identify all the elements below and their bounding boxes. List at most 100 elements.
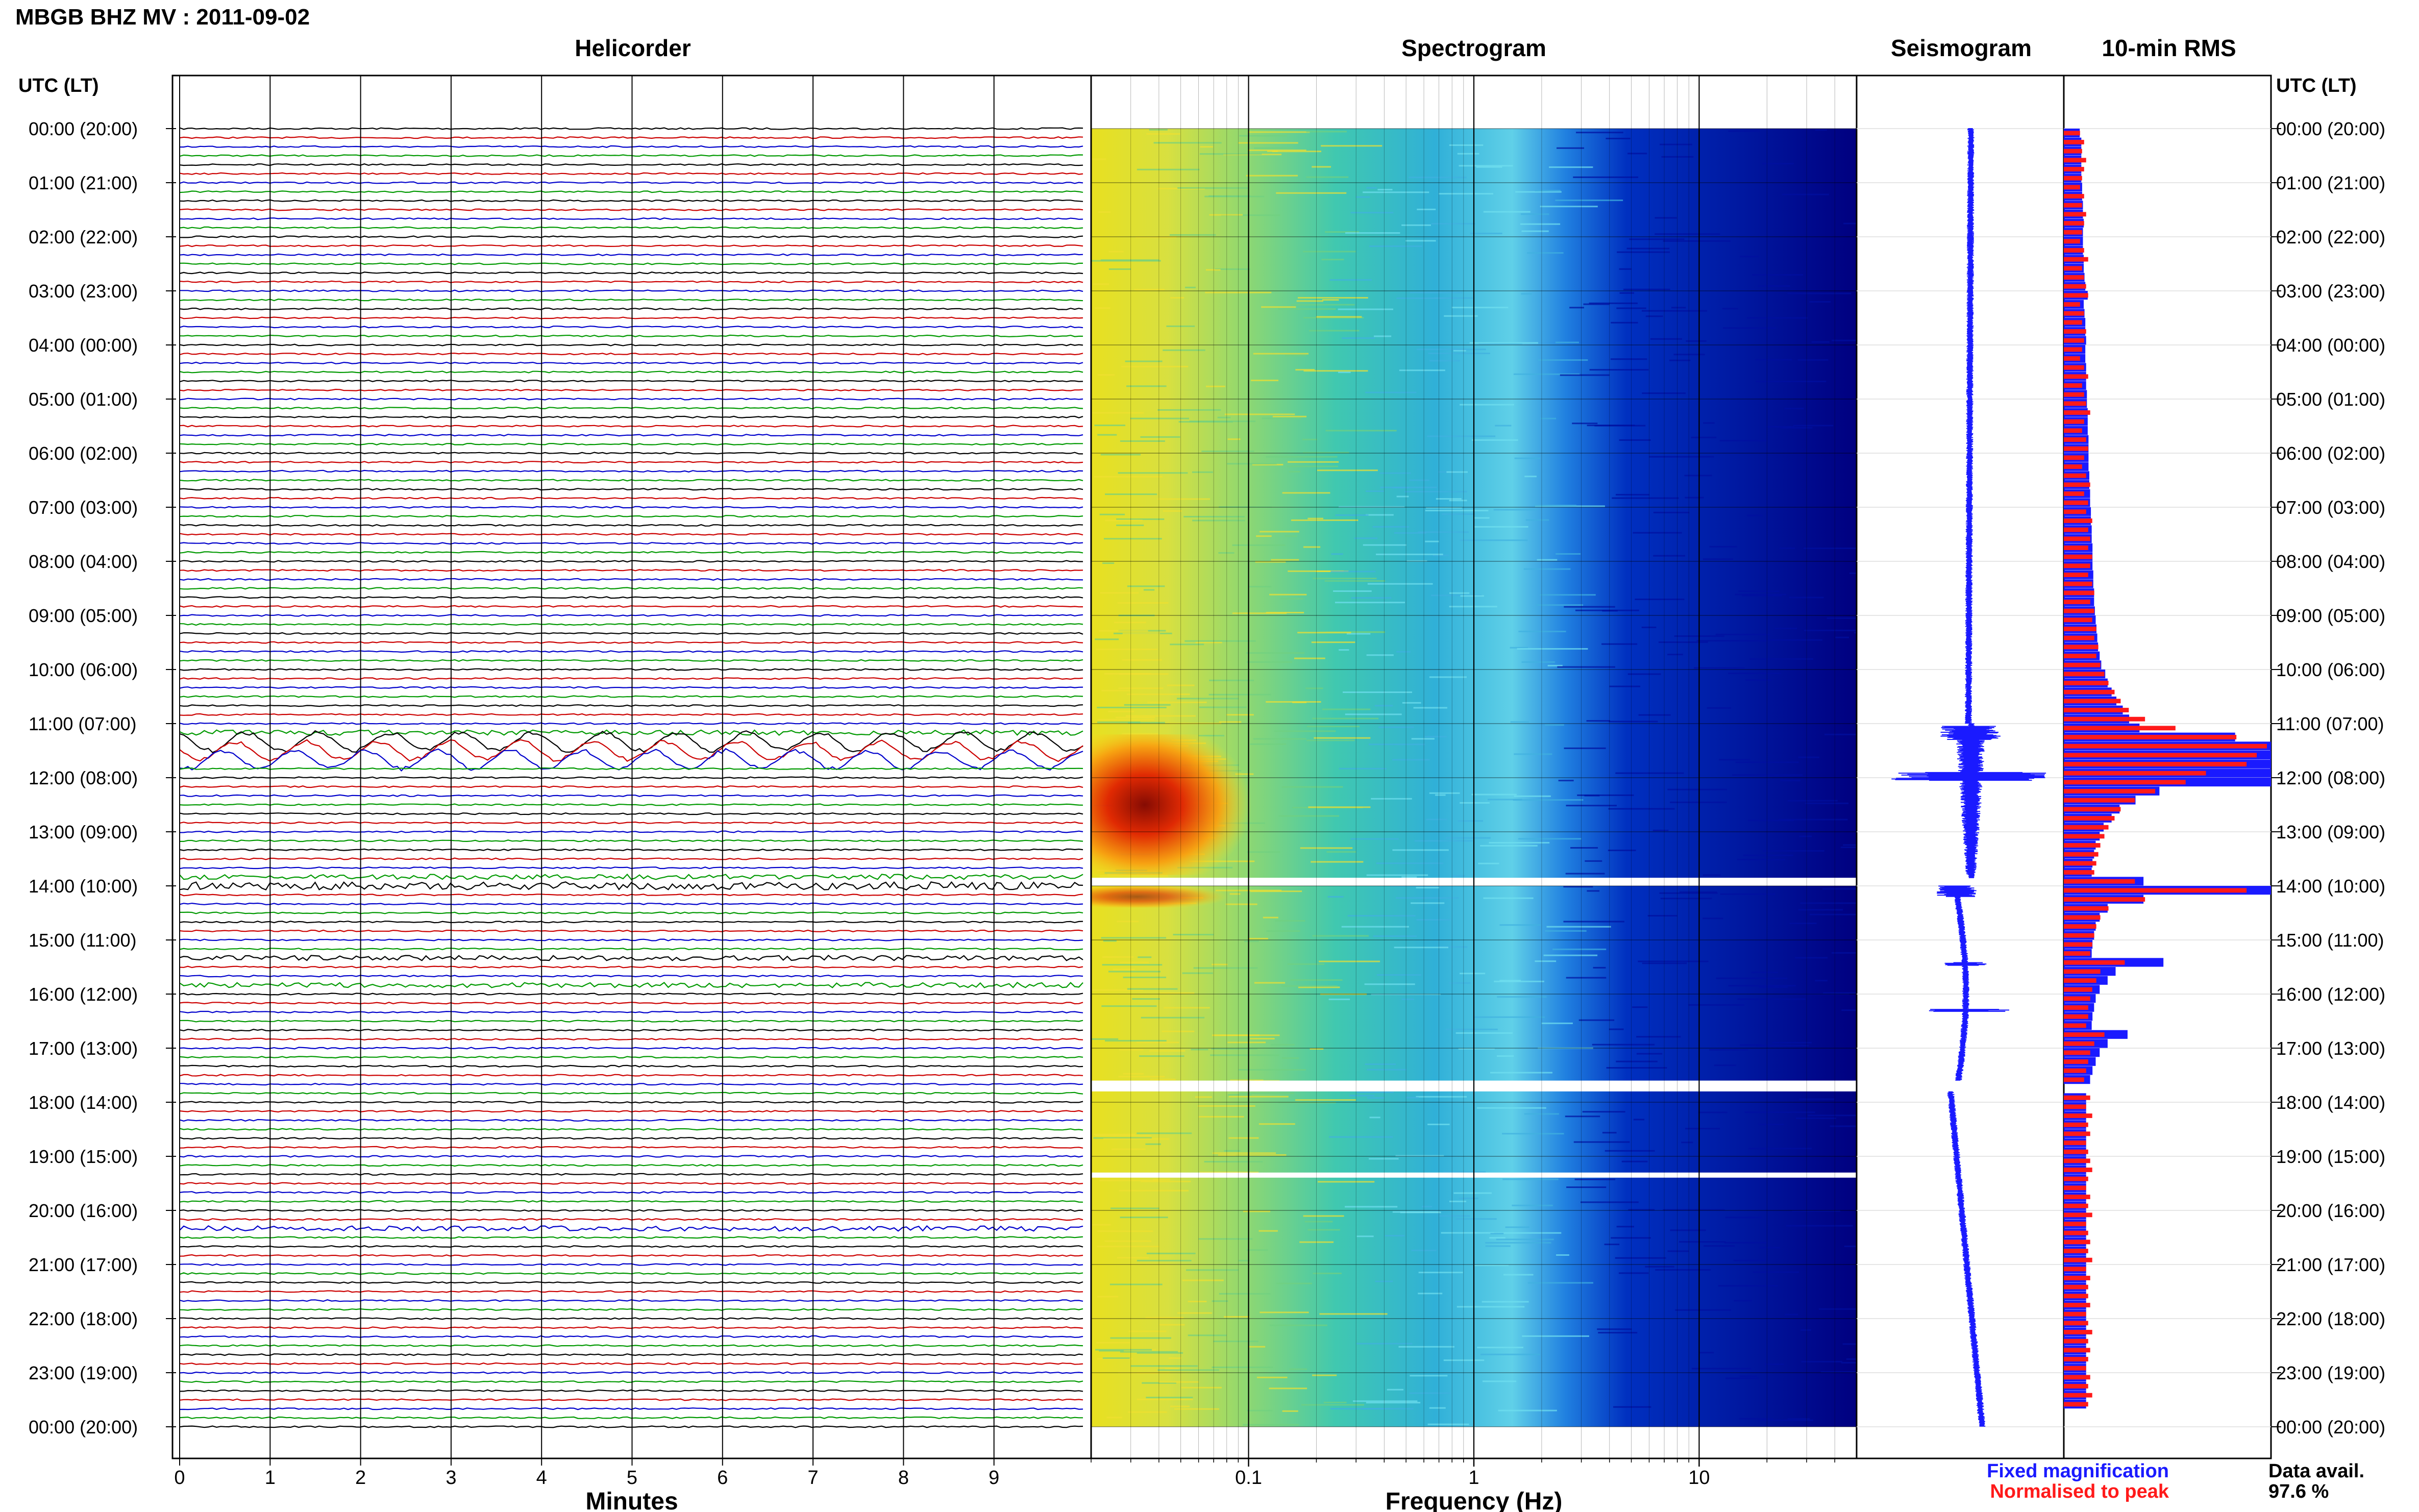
spectrogram-streak (1728, 985, 1796, 987)
spectrogram-streak (1325, 231, 1360, 233)
spectrogram-streak (1514, 795, 1551, 797)
spectrogram-streak (1145, 1317, 1184, 1319)
spectrogram-streak (1116, 716, 1155, 718)
spectrogram-streak (1333, 590, 1372, 592)
helicorder-trace (179, 1371, 1083, 1374)
rms-bar-normalised (2064, 1203, 2088, 1208)
spectrogram-streak (1369, 1158, 1399, 1160)
spectrogram-streak (1269, 1387, 1307, 1390)
spectrogram-streak (1285, 355, 1306, 357)
spectrogram-streak (1197, 1105, 1255, 1107)
spectrogram-streak (1303, 317, 1364, 319)
rms-bar-normalised (2064, 825, 2109, 830)
spectrogram-streak (1291, 304, 1355, 306)
spectrogram-streak (1685, 497, 1704, 499)
spectrogram-streak (1250, 890, 1302, 893)
helicorder-trace (179, 1389, 1083, 1392)
helicorder-trace (179, 235, 1083, 238)
spectrogram-streak (1619, 268, 1632, 270)
spectrogram-streak (1118, 1076, 1165, 1078)
helicorder-trace (179, 1254, 1083, 1257)
spectrogram-streak (1102, 956, 1134, 958)
hour-label-left: 10:00 (06:00) (29, 659, 138, 680)
spectrogram-streak (1429, 1407, 1446, 1409)
spectrogram-streak (1416, 349, 1486, 351)
rms-bar-normalised (2064, 1059, 2088, 1064)
helicorder-trace (180, 1083, 1083, 1086)
rms-bar-normalised (2064, 771, 2206, 776)
spectrogram-streak (1535, 960, 1557, 962)
spectrogram-streak (1405, 240, 1436, 242)
spectrogram-streak (1429, 792, 1460, 794)
spectrogram-streak (1374, 705, 1393, 707)
spectrogram-streak (1339, 767, 1387, 770)
helicorder-trace (179, 993, 1083, 996)
spectrogram-streak (1577, 794, 1634, 796)
rms-bar-normalised (2064, 1402, 2088, 1407)
hour-label-right: 06:00 (02:00) (2276, 443, 2385, 464)
spectrogram-streak (1108, 710, 1134, 712)
spectrogram-streak (1289, 470, 1300, 473)
helicorder-trace (179, 1037, 1083, 1040)
rms-bar-normalised (2064, 1222, 2086, 1226)
spectrogram-streak (1752, 274, 1804, 276)
spectrogram-streak (1513, 799, 1584, 801)
helicorder-trace (180, 911, 1083, 914)
spectrogram-streak (1247, 1249, 1268, 1251)
minute-tick-label: 3 (446, 1467, 456, 1489)
spectrogram-streak (1490, 1232, 1504, 1234)
hour-label-left: 08:00 (04:00) (29, 551, 138, 572)
rms-bar-normalised (2064, 987, 2092, 992)
spectrogram-streak (1296, 300, 1323, 302)
spectrogram-streak (1318, 1181, 1375, 1183)
rms-bar-normalised (2064, 608, 2094, 613)
spectrogram-streak (1218, 1154, 1287, 1156)
spectrogram-streak (1200, 146, 1213, 148)
spectrogram-streak (1394, 947, 1449, 949)
spectrogram-streak (1619, 292, 1635, 294)
spectrogram-streak (1748, 820, 1794, 822)
spectrogram-streak (1212, 1366, 1273, 1368)
hour-label-left: 15:00 (11:00) (29, 930, 136, 951)
spectrogram-streak (1582, 1111, 1625, 1113)
helicorder-trace (179, 163, 1083, 166)
spectrogram-streak (1455, 1218, 1497, 1220)
spectrogram-streak (1246, 652, 1304, 654)
spectrogram-streak (1108, 251, 1124, 253)
spectrogram-streak (1125, 715, 1196, 717)
helicorder-trace (179, 1101, 1083, 1104)
minute-tick-label: 0 (174, 1467, 185, 1489)
spectrogram-streak (1338, 506, 1405, 508)
spectrogram-streak (1743, 854, 1793, 856)
hour-label-left: 05:00 (01:00) (29, 389, 138, 410)
helicorder-trace (179, 1398, 1083, 1401)
hour-label-left: 02:00 (22:00) (29, 227, 138, 247)
spectrogram-streak (1305, 687, 1323, 689)
spectrogram-streak (1097, 1246, 1160, 1248)
spectrogram-streak (1521, 293, 1532, 295)
spectrogram-streak (1650, 338, 1683, 340)
spectrogram-streak (1307, 1229, 1340, 1231)
spectrogram-streak (1540, 417, 1557, 419)
spectrogram-streak (1756, 1045, 1809, 1047)
helicorder-trace (179, 668, 1083, 671)
spectrogram-streak (1299, 1241, 1334, 1243)
spectrogram-streak (1791, 1210, 1841, 1212)
helicorder-trace (179, 729, 1083, 736)
spectrogram-streak (1849, 572, 1857, 574)
spectrogram-streak (1745, 679, 1771, 681)
spectrogram-streak (1137, 1042, 1179, 1044)
rms-bar-normalised (2064, 1168, 2092, 1172)
spectrogram-streak (1324, 580, 1386, 582)
frequency-tick-label: 0.1 (1235, 1467, 1262, 1489)
spectrogram-streak (1556, 553, 1581, 555)
spectrogram-streak (1282, 1410, 1298, 1412)
spectrogram-streak (1521, 213, 1549, 215)
spectrogram-streak (1628, 1209, 1655, 1211)
spectrogram-streak (1123, 976, 1166, 978)
spectrogram-streak (1319, 960, 1380, 962)
helicorder-trace (179, 407, 1083, 410)
spectrogram-streak (1483, 211, 1531, 213)
spectrogram-streak (1256, 1376, 1288, 1378)
helicorder-trace (179, 1362, 1083, 1365)
